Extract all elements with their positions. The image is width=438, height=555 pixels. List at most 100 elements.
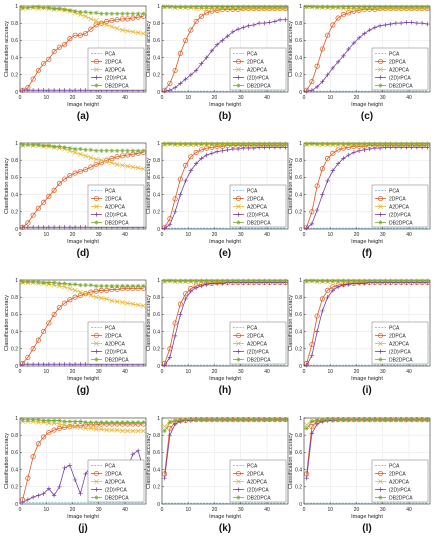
data-point [93, 288, 99, 294]
y-tick-label: 1 [15, 4, 18, 10]
y-tick-label: 0.6 [153, 312, 160, 318]
data-point [72, 287, 78, 293]
series-2d2pca [162, 145, 288, 231]
y-tick-label: 0 [15, 364, 18, 370]
data-point [114, 299, 120, 304]
data-point [325, 155, 331, 162]
data-point [377, 4, 383, 10]
data-point [36, 225, 41, 230]
data-point [114, 420, 120, 425]
legend: PCA 2DPCA A2DPCA (2D)²PCA DB2DPCA [371, 321, 429, 365]
data-point [241, 4, 246, 10]
data-point [62, 419, 67, 424]
panel-h: 0 10 20 30 40 0 0.2 0.4 0.6 0.8 1 Image height Class… [146, 278, 289, 396]
data-point [325, 295, 330, 300]
plot-frame [161, 142, 289, 230]
legend-marker [235, 195, 242, 202]
data-point [72, 477, 78, 483]
data-point [36, 88, 41, 93]
y-tick-label: 1 [157, 4, 160, 10]
data-point [104, 420, 109, 425]
data-point [193, 68, 199, 73]
data-point [88, 282, 94, 288]
data-point [319, 46, 325, 52]
data-point [220, 148, 225, 153]
data-point [72, 170, 78, 176]
data-point [140, 428, 146, 434]
panel-i: 0 10 20 30 40 0 0.2 0.4 0.6 0.8 1 Image height Class… [288, 278, 431, 396]
data-point [78, 225, 83, 230]
y-tick-label: 0.4 [295, 55, 302, 61]
data-point [314, 84, 320, 90]
data-point [72, 225, 78, 230]
x-axis-label: Image height [351, 514, 383, 520]
data-point [46, 430, 52, 436]
data-point [51, 362, 57, 367]
data-point [351, 40, 357, 46]
y-tick-label: 0.6 [295, 312, 302, 318]
legend-label: (2D)²PCA [105, 75, 127, 81]
data-point [283, 278, 288, 284]
x-tick-label: 30 [238, 95, 244, 101]
data-point [351, 417, 357, 422]
legend-label: (2D)²PCA [247, 487, 269, 493]
data-point [314, 313, 320, 319]
legend-label: A2DPCA [247, 67, 268, 73]
data-point [419, 278, 425, 284]
legend-marker [94, 495, 99, 500]
y-axis-label: Classification accuracy [288, 158, 294, 214]
data-point [277, 4, 283, 10]
legend-label: A2DPCA [389, 204, 410, 210]
legend-marker [235, 332, 242, 339]
legend-label: 2DPCA [105, 59, 122, 65]
data-point [62, 42, 68, 48]
data-point [277, 278, 283, 284]
y-tick-label: 0.2 [153, 347, 160, 353]
data-point [167, 80, 173, 86]
data-point [130, 451, 136, 457]
y-tick-label: 0 [157, 502, 160, 508]
y-tick-label: 0 [157, 227, 160, 233]
series-2d2pca [162, 17, 288, 94]
data-point [167, 88, 173, 93]
x-tick-label: 40 [264, 232, 270, 238]
data-point [383, 22, 388, 28]
data-point [319, 296, 325, 302]
data-point [398, 141, 404, 147]
data-point [20, 5, 25, 10]
data-point [193, 149, 199, 156]
data-point [83, 13, 89, 19]
data-point [20, 417, 25, 422]
legend-marker [93, 332, 100, 339]
data-point [314, 418, 320, 423]
data-point [188, 72, 194, 77]
data-point [46, 193, 52, 199]
data-point [114, 11, 120, 16]
data-point [83, 153, 89, 159]
data-point [120, 420, 125, 425]
plot-frame [19, 279, 147, 367]
x-tick-label: 0 [161, 95, 164, 101]
x-tick-label: 20 [212, 232, 218, 238]
data-point [46, 5, 52, 10]
x-axis-label: Image height [209, 514, 241, 520]
data-point [204, 55, 209, 60]
y-tick-label: 1 [299, 141, 302, 147]
data-point [335, 417, 341, 422]
data-point [78, 419, 83, 424]
series-line [22, 7, 144, 34]
data-point [414, 278, 420, 284]
legend-marker [236, 479, 241, 484]
data-point [193, 161, 199, 166]
legend-marker [94, 479, 99, 484]
data-point [320, 192, 325, 197]
plot-frame [303, 279, 431, 367]
legend-marker [93, 58, 100, 65]
series-2dpca [20, 149, 146, 230]
data-point [140, 31, 146, 36]
data-point [120, 148, 125, 153]
legend-label: DB2DPCA [105, 83, 129, 89]
data-point [51, 311, 57, 317]
data-point [67, 286, 73, 292]
legend-marker [236, 220, 241, 225]
